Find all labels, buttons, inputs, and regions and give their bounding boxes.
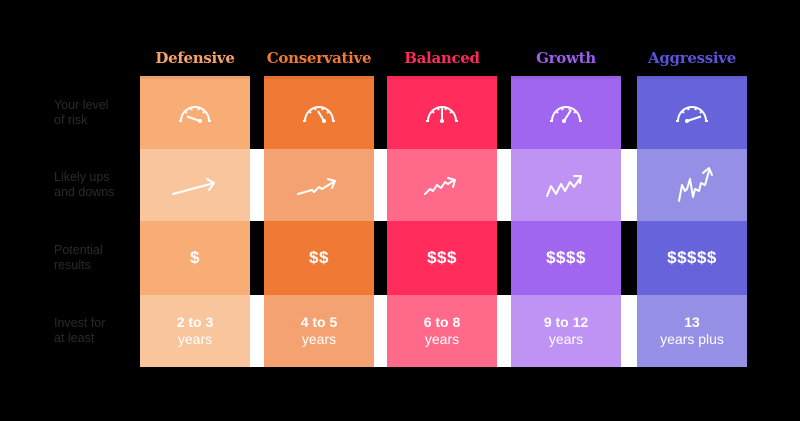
invest-cell-growth: 9 to 12 years <box>511 295 621 367</box>
row-label-invest-for-line2: at least <box>54 331 95 345</box>
potential-results-value: $$$$ <box>546 248 586 267</box>
invest-cell-conservative: 4 to 5 years <box>264 295 374 367</box>
trend-moderate-icon <box>424 177 456 195</box>
row-label-risk-line1: Your level <box>54 98 109 112</box>
row-gap <box>374 295 387 367</box>
profile-header-defensive: Defensive <box>155 49 235 67</box>
row-label-invest-for: Invest for at least <box>54 316 134 346</box>
trend-cell-growth <box>511 149 621 221</box>
potential-results-value: $$$$$ <box>667 248 717 267</box>
potential-results-value: $$ <box>309 248 329 267</box>
row-gap <box>497 149 511 221</box>
invest-duration-value: 13 <box>684 314 700 330</box>
trend-gentle-icon <box>172 178 215 195</box>
risk-cell-growth <box>511 76 621 149</box>
profile-header-growth: Growth <box>536 49 596 67</box>
speedometer-low-icon <box>179 105 211 123</box>
row-label-risk-line2: of risk <box>54 113 88 127</box>
invest-duration-unit: years <box>301 331 337 347</box>
invest-duration-unit: years <box>424 331 460 347</box>
row-gap <box>250 295 264 367</box>
risk-cell-defensive <box>140 76 250 149</box>
invest-cell-aggressive: 13 years plus <box>637 295 747 367</box>
row-label-invest-for-line1: Invest for <box>54 316 106 330</box>
row-label-risk: Your level of risk <box>54 98 134 128</box>
invest-duration-unit: years <box>177 331 213 347</box>
row-gap <box>621 149 637 221</box>
row-gap <box>621 295 637 367</box>
potential-results-value: $$$ <box>427 248 457 267</box>
row-label-potential-results-line2: results <box>54 258 91 272</box>
potential-results-value: $ <box>190 248 200 267</box>
risk-cell-aggressive <box>637 76 747 149</box>
row-gap <box>497 295 511 367</box>
invest-duration-value: 4 to 5 <box>300 314 338 330</box>
invest-duration-unit: years plus <box>660 331 724 347</box>
trend-mild-icon <box>297 178 336 195</box>
results-cell-aggressive: $$$$$ <box>637 221 747 295</box>
speedometer-medium-high-icon <box>550 105 582 123</box>
row-gap <box>374 149 387 221</box>
speedometer-low-medium-icon <box>303 105 335 123</box>
invest-cell-defensive: 2 to 3 years <box>140 295 250 367</box>
trend-cell-defensive <box>140 149 250 221</box>
invest-duration-unit: years <box>548 331 584 347</box>
invest-duration-value: 9 to 12 <box>543 314 589 330</box>
trend-cell-balanced <box>387 149 497 221</box>
trend-volatile-icon <box>546 175 582 197</box>
row-label-potential-results-line1: Potential <box>54 243 103 257</box>
results-cell-growth: $$$$ <box>511 221 621 295</box>
profile-header-conservative: Conservative <box>266 49 372 67</box>
row-label-ups-downs-line1: Likely ups <box>54 170 110 184</box>
results-cell-balanced: $$$ <box>387 221 497 295</box>
profile-header-balanced: Balanced <box>404 49 480 67</box>
risk-cell-conservative <box>264 76 374 149</box>
profile-header-aggressive: Aggressive <box>648 49 736 67</box>
row-label-potential-results: Potential results <box>54 243 134 273</box>
invest-duration-value: 2 to 3 <box>176 314 214 330</box>
risk-cell-balanced <box>387 76 497 149</box>
row-gap <box>250 149 264 221</box>
speedometer-medium-icon <box>426 105 458 123</box>
trend-cell-conservative <box>264 149 374 221</box>
results-cell-conservative: $$ <box>264 221 374 295</box>
results-cell-defensive: $ <box>140 221 250 295</box>
speedometer-high-icon <box>676 105 708 123</box>
row-label-ups-downs: Likely ups and downs <box>54 170 134 200</box>
trend-very-volatile-icon <box>678 167 713 202</box>
invest-duration-value: 6 to 8 <box>423 314 461 330</box>
trend-cell-aggressive <box>637 149 747 221</box>
invest-cell-balanced: 6 to 8 years <box>387 295 497 367</box>
row-label-ups-downs-line2: and downs <box>54 185 115 199</box>
